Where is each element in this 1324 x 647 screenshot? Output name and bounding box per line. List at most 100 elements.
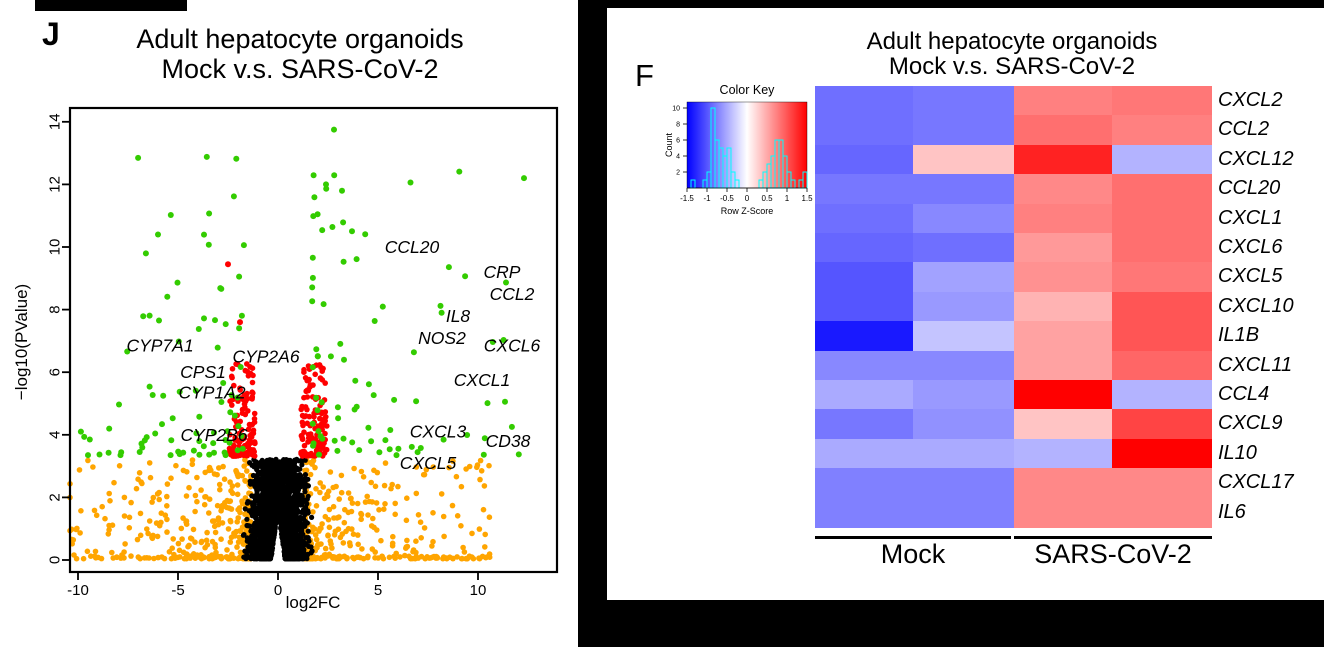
heatmap-cell: [1014, 380, 1112, 410]
heatmap-cell: [1014, 174, 1112, 205]
heatmap-cell: [1014, 262, 1112, 293]
heatmap-cell: [1112, 86, 1212, 116]
heatmap-cell: [913, 409, 1014, 440]
svg-text:14: 14: [47, 113, 64, 130]
heatmap-cell: [1014, 321, 1112, 352]
svg-text:-0.5: -0.5: [720, 194, 734, 203]
heatmap-cell: [1014, 438, 1112, 469]
svg-text:CYP2B6: CYP2B6: [180, 425, 247, 445]
svg-text:CPS1: CPS1: [180, 362, 226, 382]
heatmap-cell: [815, 497, 913, 528]
sars-group-line: [1014, 536, 1212, 539]
heatmap-cell: [1112, 468, 1212, 499]
heatmap-cell: [913, 468, 1014, 499]
heatmap-cell: [815, 409, 913, 440]
svg-text:CXCL5: CXCL5: [400, 453, 457, 473]
sars-group-label: SARS-CoV-2: [1034, 539, 1192, 569]
svg-text:CCL2: CCL2: [490, 284, 535, 304]
svg-text:12: 12: [47, 176, 64, 193]
heatmap-cell: [815, 115, 913, 146]
mock-group-line: [815, 536, 1011, 539]
heatmap-cell: [1112, 350, 1212, 381]
heatmap-cell: [815, 174, 913, 205]
panel-label-f: F: [635, 58, 654, 93]
svg-text:CYP2A6: CYP2A6: [232, 347, 299, 367]
svg-text:10: 10: [470, 582, 487, 599]
heatmap-cell: [815, 262, 913, 293]
scatter-points-ns: [240, 456, 315, 562]
heatmap-cell: [815, 144, 913, 175]
heatmap-row-label: CXCL6: [1218, 236, 1283, 258]
heatmap-cell: [1112, 174, 1212, 205]
svg-text:-1.5: -1.5: [680, 194, 694, 203]
heatmap-row-label: CCL2: [1218, 118, 1270, 141]
svg-text:1: 1: [785, 194, 790, 203]
svg-text:IL8: IL8: [446, 306, 471, 326]
heatmap-cell: [913, 380, 1014, 410]
svg-text:8: 8: [676, 122, 680, 129]
svg-text:2: 2: [676, 170, 680, 177]
heatmap-cell: [1014, 291, 1112, 322]
heatmap-cell: [815, 350, 913, 381]
svg-text:CXCL1: CXCL1: [454, 370, 510, 390]
color-key-title: Color Key: [720, 83, 776, 97]
heatmap-row-label: CXCL9: [1218, 412, 1283, 435]
heatmap-cell: [815, 233, 913, 263]
mock-group-label: Mock: [880, 539, 946, 569]
heatmap-cell: [815, 86, 913, 116]
heatmap-cell: [1014, 86, 1112, 116]
volcano-title-line2: Mock v.s. SARS-CoV-2: [161, 54, 439, 84]
heatmap-cell: [1112, 203, 1212, 234]
heatmap-title-line1: Adult hepatocyte organoids: [866, 28, 1158, 55]
heatmap-row-labels: CXCL2 CCL2 CXCL12 CCL20 CXCL1 CXCL6 CXCL5 CXCL1…: [1218, 86, 1323, 527]
heatmap-row-label: CXCL10: [1218, 294, 1294, 317]
svg-text:Row Z-Score: Row Z-Score: [721, 206, 774, 216]
volcano-title-line1: Adult hepatocyte organoids: [136, 24, 464, 54]
svg-text:0: 0: [274, 582, 282, 599]
heatmap-cell: [913, 262, 1014, 293]
heatmap-cell: [913, 291, 1014, 322]
heatmap-cell: [913, 350, 1014, 381]
svg-text:NOS2: NOS2: [418, 328, 466, 348]
cropped-panel-fragment: [35, 0, 187, 11]
svg-text:CYP7A1: CYP7A1: [126, 336, 193, 356]
svg-text:CXCL3: CXCL3: [410, 422, 467, 442]
heatmap-cell: [1014, 203, 1112, 234]
volcano-plot-border: [68, 106, 559, 574]
heatmap-cell: [1014, 468, 1112, 499]
svg-text:1.5: 1.5: [801, 194, 813, 203]
svg-text:0: 0: [745, 194, 750, 203]
svg-text:2: 2: [47, 493, 64, 501]
heatmap-cell: [815, 291, 913, 322]
heatmap-cell: [913, 115, 1014, 146]
svg-text:CCL20: CCL20: [385, 237, 440, 257]
svg-text:CD38: CD38: [486, 431, 531, 451]
svg-text:-1: -1: [703, 194, 711, 203]
svg-text:8: 8: [47, 305, 64, 313]
heatmap-cell: [913, 438, 1014, 469]
svg-text:4: 4: [47, 431, 64, 439]
panel-label-j: J: [42, 16, 60, 52]
heatmap-cell: [1112, 262, 1212, 293]
volcano-axes: -10 -5 0 5 10 0 2 4 6 8 10 12 14: [47, 113, 487, 599]
heatmap-cell: [913, 86, 1014, 116]
heatmap-cell: [913, 321, 1014, 352]
heatmap-cell: [913, 203, 1014, 234]
heatmap-title-line2: Mock v.s. SARS-CoV-2: [888, 53, 1136, 80]
heatmap-row-label: CXCL1: [1218, 206, 1283, 229]
color-key-axes: -1.5 -1 -0.5 0 0.5 1 1.5 Row Z-Score 2 4 6 8 10 Count: [665, 106, 813, 217]
heatmap-row-label: IL10: [1218, 441, 1257, 464]
heatmap-cell: [1112, 497, 1212, 528]
svg-text:4: 4: [676, 154, 680, 161]
heatmap-cell: [1112, 409, 1212, 440]
svg-text:CYP1A2: CYP1A2: [178, 383, 245, 403]
heatmap-cell: [913, 233, 1014, 263]
svg-text:CXCL6: CXCL6: [484, 336, 541, 356]
heatmap-cell: [1112, 144, 1212, 175]
heatmap-row-label: CXCL2: [1218, 89, 1283, 111]
svg-text:6: 6: [47, 368, 64, 376]
svg-text:CRP: CRP: [484, 262, 521, 282]
